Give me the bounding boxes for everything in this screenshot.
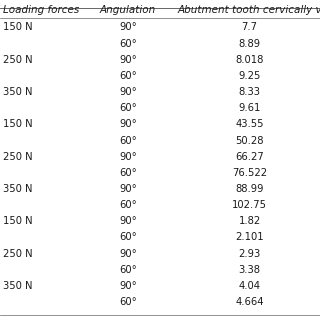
Text: 60°: 60° <box>119 168 137 178</box>
Text: 90°: 90° <box>119 281 137 291</box>
Text: 66.27: 66.27 <box>235 152 264 162</box>
Text: 60°: 60° <box>119 200 137 210</box>
Text: 350 N: 350 N <box>3 281 33 291</box>
Text: 43.55: 43.55 <box>235 119 264 129</box>
Text: 150 N: 150 N <box>3 216 33 226</box>
Text: 2.101: 2.101 <box>235 232 264 243</box>
Text: 150 N: 150 N <box>3 119 33 129</box>
Text: 60°: 60° <box>119 232 137 243</box>
Text: 60°: 60° <box>119 265 137 275</box>
Text: Abutment tooth cervically v: Abutment tooth cervically v <box>177 5 320 15</box>
Text: 90°: 90° <box>119 119 137 129</box>
Text: 8.018: 8.018 <box>236 55 264 65</box>
Text: 90°: 90° <box>119 184 137 194</box>
Text: 350 N: 350 N <box>3 184 33 194</box>
Text: 60°: 60° <box>119 135 137 146</box>
Text: 76.522: 76.522 <box>232 168 267 178</box>
Text: 8.33: 8.33 <box>239 87 260 97</box>
Text: 90°: 90° <box>119 249 137 259</box>
Text: 1.82: 1.82 <box>238 216 261 226</box>
Text: 350 N: 350 N <box>3 87 33 97</box>
Text: 250 N: 250 N <box>3 55 33 65</box>
Text: 2.93: 2.93 <box>238 249 261 259</box>
Text: 88.99: 88.99 <box>235 184 264 194</box>
Text: 9.61: 9.61 <box>238 103 261 113</box>
Text: 60°: 60° <box>119 103 137 113</box>
Text: Loading forces: Loading forces <box>3 5 79 15</box>
Text: 90°: 90° <box>119 87 137 97</box>
Text: 60°: 60° <box>119 297 137 307</box>
Text: 90°: 90° <box>119 216 137 226</box>
Text: 250 N: 250 N <box>3 152 33 162</box>
Text: 250 N: 250 N <box>3 249 33 259</box>
Text: 4.04: 4.04 <box>239 281 260 291</box>
Text: 4.664: 4.664 <box>235 297 264 307</box>
Text: 8.89: 8.89 <box>238 38 261 49</box>
Text: 102.75: 102.75 <box>232 200 267 210</box>
Text: 90°: 90° <box>119 152 137 162</box>
Text: 3.38: 3.38 <box>239 265 260 275</box>
Text: 90°: 90° <box>119 55 137 65</box>
Text: 50.28: 50.28 <box>235 135 264 146</box>
Text: 60°: 60° <box>119 38 137 49</box>
Text: Angulation: Angulation <box>100 5 156 15</box>
Text: 90°: 90° <box>119 22 137 32</box>
Text: 60°: 60° <box>119 71 137 81</box>
Text: 150 N: 150 N <box>3 22 33 32</box>
Text: 9.25: 9.25 <box>238 71 261 81</box>
Text: 7.7: 7.7 <box>242 22 258 32</box>
